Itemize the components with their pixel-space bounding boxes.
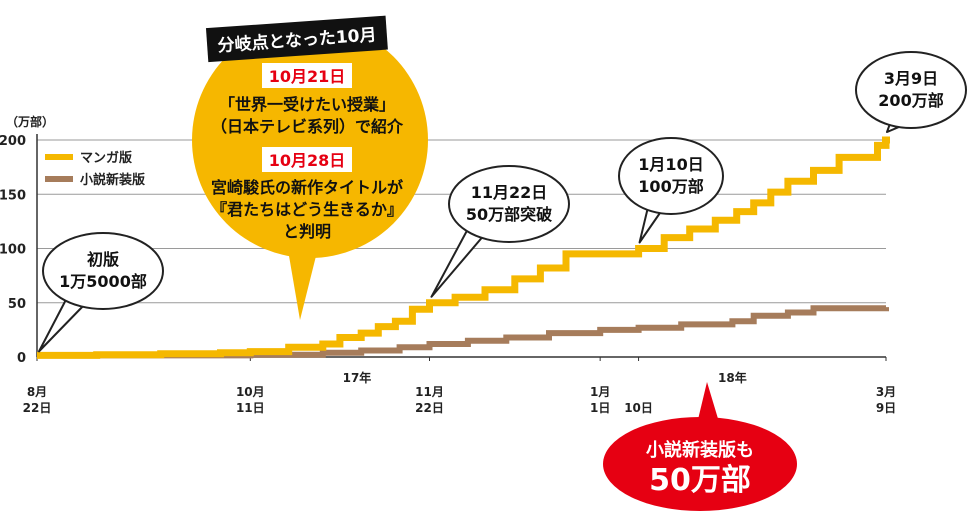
y-tick-label: 150 [0,188,26,203]
x-tick-label: 10日 [624,401,653,415]
annotation-text: 200万部 [878,91,943,110]
x-tick-label: 22日 [415,401,444,415]
bubble-body [42,232,164,310]
novel-callout-line1: 小説新装版も [646,439,754,461]
annotation-text: 3月9日 [884,69,938,88]
october-callout: 分岐点となった10月 10月21日「世界一受けたい授業」 （日本テレビ系列）で紹介 1… [192,15,428,320]
callout-title-bar: 分岐点となった10月 [205,15,388,63]
y-tick-label: 0 [17,351,26,366]
event-text: 『君たちはどう生きるか』 [211,200,403,219]
x-tick-label: 1日 [590,401,610,415]
bubble-seam [69,290,87,305]
novel-callout-body [603,417,797,511]
event-text: 宮崎駿氏の新作タイトルが [211,178,403,197]
annotation-jan10: 1月10日 100万部 [618,137,724,244]
x-tick-label: 22日 [23,401,52,415]
x-tick-label: 9日 [876,401,896,415]
y-tick-label: 200 [0,134,26,149]
callout-body [192,22,428,258]
event-date-box [262,147,352,172]
x-tick-label: 1月 [590,385,610,399]
x-tick-label: 10月 [236,385,265,399]
annotation-text: 1万5000部 [59,272,147,291]
annotation-text: 1月10日 [638,155,703,174]
event-date-box [262,63,352,88]
annotation-first-print: 初版 1万5000部 [38,232,164,353]
event-date-label: 10月28日 [269,151,346,170]
annotation-nov22: 11月22日 50万部突破 [430,165,570,298]
callouts: 分岐点となった10月 10月21日「世界一受けたい授業」 （日本テレビ系列）で紹介 1… [192,15,797,511]
bubble-body [855,51,967,129]
year-label: 17年 [343,370,372,385]
event-text: （日本テレビ系列）で紹介 [211,117,404,136]
annotation-text: 50万部突破 [466,205,552,224]
y-tick-label: 50 [8,297,26,312]
y-unit-label: （万部） [6,114,54,129]
event-date-label: 10月21日 [269,67,346,86]
bubble-seam [469,223,486,236]
y-tick-label: 100 [0,243,26,258]
annotation-mar9: 3月9日 200万部 [855,51,967,133]
event-text: 「世界一受けたい授業」 [219,95,395,114]
x-tick-label: 3月 [876,385,896,399]
annotation-text: 初版 [87,250,119,269]
bubble-body [618,137,724,215]
legend-label: マンガ版 [80,150,132,166]
year-label: 18年 [718,370,747,385]
annotations: 初版 1万5000部 11月22日 50万部突破 1月10日 100万部 3月9日 200万部 [38,51,967,353]
bubble-seam [891,116,907,126]
callout-title-bg [205,15,388,63]
novel-callout-line2: 50万部 [649,463,751,498]
x-tick-label: 11月 [415,385,444,399]
annotation-text: 11月22日 [471,183,548,202]
x-tick-label: 11日 [236,401,265,415]
bubble-body [448,165,570,243]
series-layer [37,136,890,359]
event-text: と判明 [283,222,331,241]
annotation-text: 100万部 [638,177,703,196]
x-tick-label: 8月 [27,385,47,399]
series-line [37,305,889,359]
legend-label: 小説新装版 [80,172,145,188]
callout-tail [288,248,318,320]
series-line [37,140,890,359]
bubble-seam [648,201,663,212]
